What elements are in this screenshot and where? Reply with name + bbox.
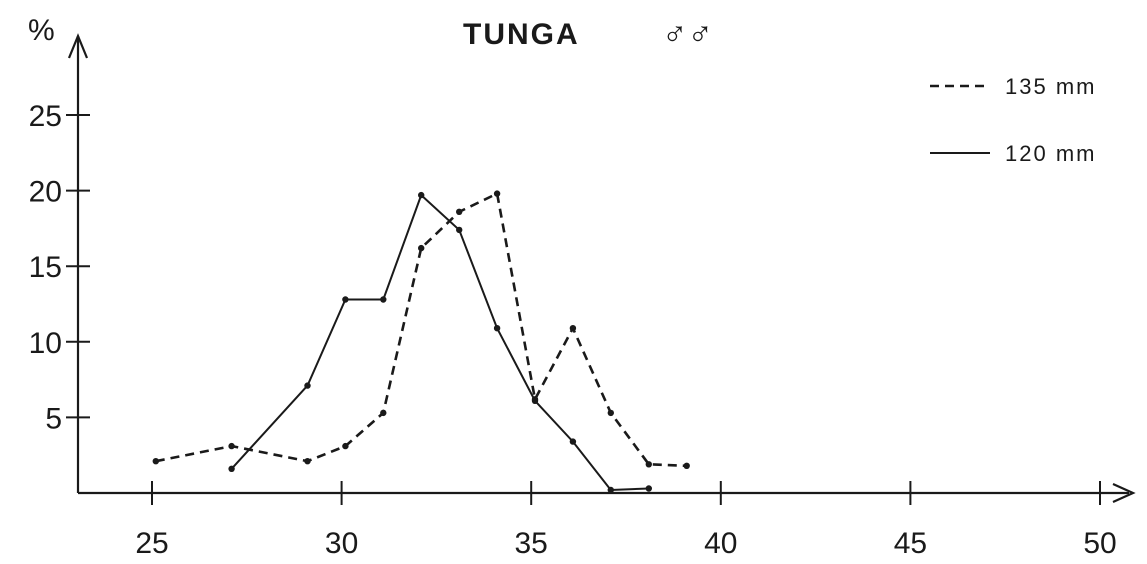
data-point — [531, 397, 539, 404]
data-point — [152, 458, 159, 465]
title-male-symbol: ♂♂ — [662, 14, 713, 52]
data-point — [645, 461, 652, 468]
data-point — [418, 244, 425, 252]
y-axis-label: % — [28, 14, 55, 47]
data-point — [456, 226, 463, 234]
data-point — [342, 442, 349, 450]
data-point — [569, 438, 577, 445]
y-tick-label: 5 — [45, 402, 62, 435]
x-tick-label: 25 — [135, 527, 168, 560]
legend-label: 135 mm — [1005, 74, 1096, 99]
y-tick-label: 10 — [29, 327, 62, 360]
data-point — [342, 296, 349, 303]
x-axis-arrow — [1112, 482, 1136, 504]
data-point — [493, 325, 501, 332]
series-layer — [152, 190, 690, 494]
data-point — [304, 458, 311, 465]
data-point — [569, 325, 577, 332]
data-point — [380, 296, 387, 303]
data-point — [304, 382, 311, 389]
data-point — [607, 486, 614, 494]
data-point — [228, 442, 235, 450]
data-point — [607, 409, 614, 417]
data-point — [380, 409, 387, 417]
legend: 135 mm 120 mm — [930, 74, 1096, 166]
x-tick-label: 30 — [325, 527, 358, 560]
y-axis-arrow — [67, 33, 89, 59]
data-point — [645, 485, 652, 492]
series-line-dashed — [155, 191, 687, 468]
y-tick-label: 25 — [29, 100, 62, 133]
axes: 25 30 35 40 45 50 5 10 15 20 25 — [29, 33, 1136, 560]
x-tick-label: 40 — [704, 527, 737, 560]
data-point — [418, 191, 425, 199]
series-line-solid — [230, 193, 649, 492]
x-tick-label: 35 — [515, 527, 548, 560]
data-point — [493, 190, 501, 197]
data-point — [228, 465, 235, 472]
legend-label: 120 mm — [1005, 141, 1096, 166]
data-point — [456, 208, 463, 215]
y-tick-label: 20 — [29, 176, 62, 209]
x-tick-label: 50 — [1083, 527, 1116, 560]
data-point — [683, 462, 690, 469]
chart-title: TUNGA — [463, 18, 580, 51]
y-tick-label: 15 — [29, 251, 62, 284]
x-tick-label: 45 — [894, 527, 927, 560]
